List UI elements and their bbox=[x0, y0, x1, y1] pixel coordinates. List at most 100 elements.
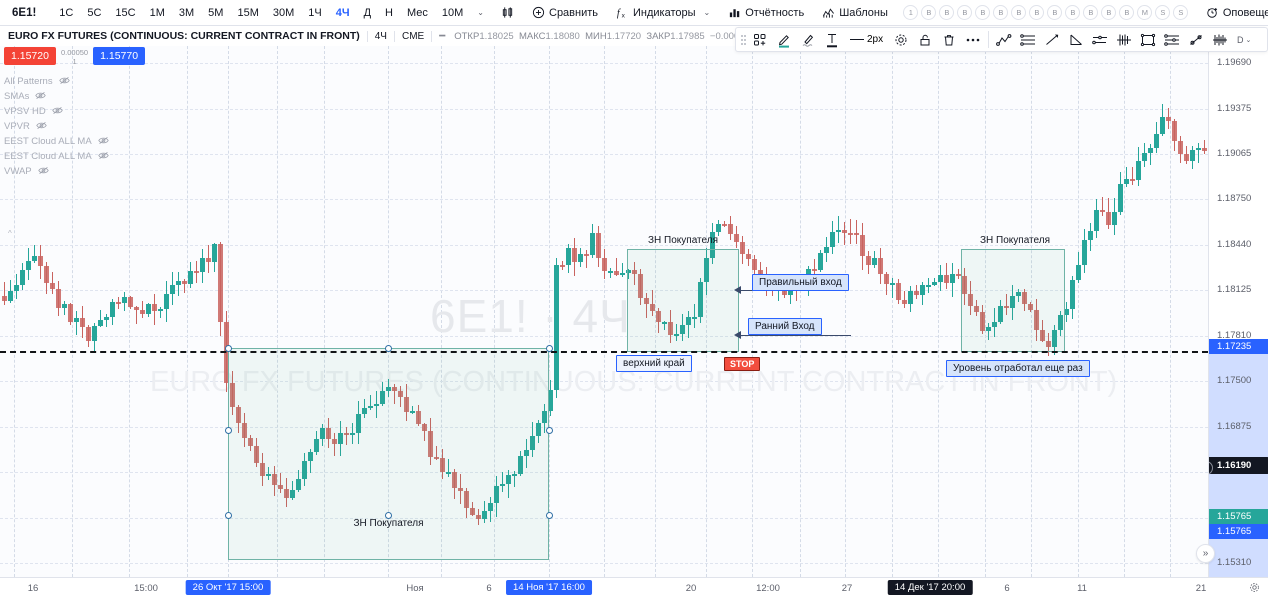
price-badge-top[interactable]: 1.17235 bbox=[1209, 339, 1268, 354]
bid-badge[interactable]: 1.15720 bbox=[4, 47, 56, 65]
upper-edge-level-line[interactable] bbox=[0, 351, 1208, 353]
parallel-channel-icon[interactable] bbox=[1016, 28, 1040, 51]
shapes-icon[interactable] bbox=[748, 28, 772, 51]
pitchfork-icon[interactable] bbox=[1088, 28, 1112, 51]
symbol-full-name[interactable]: EURO FX FUTURES (CONTINUOUS: CURRENT CON… bbox=[8, 30, 360, 42]
legend-item-1[interactable]: SMAs bbox=[4, 89, 109, 104]
layout-circle-B[interactable]: B bbox=[1083, 5, 1099, 20]
layout-circle-B[interactable]: B bbox=[1101, 5, 1117, 20]
price-badge-green[interactable]: 1.15765 bbox=[1209, 509, 1268, 524]
drag-handle-icon[interactable] bbox=[736, 28, 748, 51]
resolution-1С[interactable]: 1С bbox=[59, 6, 74, 19]
resolution-30М[interactable]: 30М bbox=[272, 6, 295, 19]
wave-pattern-icon[interactable] bbox=[1208, 28, 1232, 51]
layout-circle-1[interactable]: 1 bbox=[903, 5, 919, 20]
templates-button[interactable]: Шаблоны bbox=[814, 0, 896, 25]
layout-circle-B[interactable]: B bbox=[1011, 5, 1027, 20]
trend-line-icon[interactable] bbox=[1184, 28, 1208, 51]
layout-circle-B[interactable]: B bbox=[1047, 5, 1063, 20]
zone-handle-bl[interactable] bbox=[225, 512, 232, 519]
trash-icon[interactable] bbox=[937, 28, 961, 51]
hidden-eye-icon[interactable] bbox=[97, 151, 109, 163]
compare-button[interactable]: Сравнить bbox=[524, 0, 606, 25]
legend-item-0[interactable]: All Patterns bbox=[4, 74, 109, 89]
gear-icon[interactable] bbox=[1249, 582, 1260, 596]
legend-collapse-icon[interactable]: ^ bbox=[8, 229, 12, 238]
resolution-1Ч[interactable]: 1Ч bbox=[308, 6, 322, 19]
resolution-Н[interactable]: Н bbox=[385, 6, 393, 19]
time-badge-2[interactable]: 14 Дек '17 20:00 bbox=[887, 580, 973, 595]
zone-handle-bm[interactable] bbox=[385, 512, 392, 519]
legend-item-4[interactable]: EEST Cloud ALL MA bbox=[4, 134, 109, 149]
unlock-icon[interactable] bbox=[913, 28, 937, 51]
zone-handle-tm[interactable] bbox=[385, 345, 392, 352]
ask-badge[interactable]: 1.15770 bbox=[93, 47, 146, 65]
layout-circle-B[interactable]: B bbox=[975, 5, 991, 20]
rectangle-icon[interactable] bbox=[1136, 28, 1160, 51]
zone-handle-br[interactable] bbox=[546, 512, 553, 519]
resolution-15М[interactable]: 15М bbox=[237, 6, 259, 19]
zone-handle-tl[interactable] bbox=[225, 345, 232, 352]
hidden-eye-icon[interactable] bbox=[35, 91, 47, 103]
fib-retracement-icon[interactable] bbox=[1160, 28, 1184, 51]
resolution-4Ч[interactable]: 4Ч bbox=[335, 6, 350, 19]
buyer-zone-right[interactable] bbox=[961, 249, 1065, 352]
resolution-5С[interactable]: 5С bbox=[87, 6, 102, 19]
text-icon[interactable] bbox=[820, 28, 844, 51]
layout-circle-B[interactable]: B bbox=[1119, 5, 1135, 20]
layout-circle-B[interactable]: B bbox=[939, 5, 955, 20]
layout-circle-S[interactable]: S bbox=[1173, 5, 1189, 20]
elliott-wave-icon[interactable] bbox=[992, 28, 1016, 51]
expand-panel-button[interactable]: » bbox=[1196, 544, 1215, 563]
legend-item-3[interactable]: VPVR bbox=[4, 119, 109, 134]
zone-handle-tr[interactable] bbox=[546, 345, 553, 352]
layout-circle-B[interactable]: B bbox=[1029, 5, 1045, 20]
layout-circle-B[interactable]: B bbox=[1065, 5, 1081, 20]
stop-label[interactable]: STOP bbox=[724, 357, 761, 371]
layout-circle-B[interactable]: B bbox=[993, 5, 1009, 20]
upper-edge-label[interactable]: верхний край bbox=[616, 355, 692, 372]
resolution-1М[interactable]: 1М bbox=[149, 6, 165, 19]
layout-circle-S[interactable]: S bbox=[1155, 5, 1171, 20]
time-badge-0[interactable]: 26 Окт '17 15:00 bbox=[185, 580, 271, 595]
indicators-chevron-icon[interactable]: ⌄ bbox=[703, 8, 711, 17]
resolution-3М[interactable]: 3М bbox=[178, 6, 195, 19]
resolution-5М[interactable]: 5М bbox=[208, 6, 224, 19]
more-icon[interactable] bbox=[961, 28, 985, 51]
layout-circle-B[interactable]: B bbox=[921, 5, 937, 20]
infoline-resolution[interactable]: 4Ч bbox=[374, 30, 387, 42]
hidden-eye-icon[interactable] bbox=[37, 166, 49, 178]
legend-item-5[interactable]: EEST Cloud ALL MA bbox=[4, 149, 109, 164]
magnet-mode-button[interactable]: D ⌄ bbox=[1236, 34, 1252, 45]
buyer-zone-mid[interactable] bbox=[627, 249, 739, 352]
hidden-eye-icon[interactable] bbox=[36, 121, 47, 133]
visibility-icon[interactable]: ━ bbox=[439, 30, 445, 42]
zone-handle-mr[interactable] bbox=[546, 427, 553, 434]
gear-icon[interactable] bbox=[889, 28, 913, 51]
time-badge-1[interactable]: 14 Ноя '17 16:00 bbox=[506, 580, 592, 595]
resolution-15С[interactable]: 15С bbox=[115, 6, 136, 19]
resolution-chevron-icon[interactable]: ⌄ bbox=[477, 8, 484, 17]
level-retest-label[interactable]: Уровень отработал еще раз bbox=[946, 360, 1090, 377]
gann-fan-icon[interactable] bbox=[1112, 28, 1136, 51]
ray-icon[interactable] bbox=[1040, 28, 1064, 51]
layout-circle-M[interactable]: M bbox=[1137, 5, 1153, 20]
resolution-Д[interactable]: Д bbox=[363, 6, 372, 19]
legend-item-6[interactable]: VWAP bbox=[4, 164, 109, 179]
pencil-icon[interactable] bbox=[772, 28, 796, 51]
price-axis[interactable]: 1.19690 1.19375 1.19065 1.18750 1.18440 1.181… bbox=[1208, 46, 1268, 577]
layout-circle-B[interactable]: B bbox=[957, 5, 973, 20]
hidden-eye-icon[interactable] bbox=[58, 76, 70, 88]
brush-icon[interactable] bbox=[796, 28, 820, 51]
triangle-icon[interactable] bbox=[1064, 28, 1088, 51]
correct-entry-label[interactable]: Правильный вход bbox=[752, 274, 849, 291]
price-badge-current[interactable]: 1.16190 bbox=[1209, 457, 1268, 474]
hidden-eye-icon[interactable] bbox=[52, 106, 63, 118]
resolution-Мес[interactable]: Мес bbox=[406, 6, 428, 19]
reports-button[interactable]: Отчётность bbox=[720, 0, 812, 25]
early-entry-label[interactable]: Ранний Вход bbox=[748, 318, 822, 335]
buyer-zone-main[interactable] bbox=[228, 348, 549, 560]
symbol-button[interactable]: 6E1! bbox=[12, 6, 37, 19]
